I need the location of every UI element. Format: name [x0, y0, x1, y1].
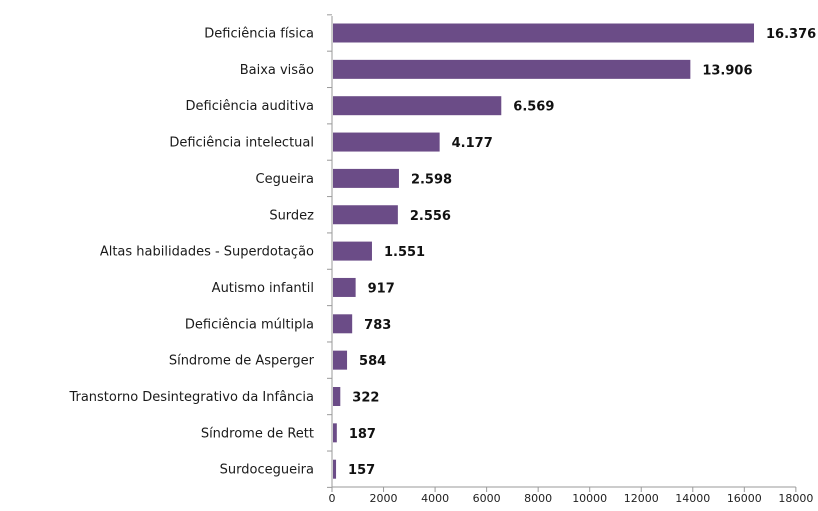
x-tick-label: 0 [329, 492, 336, 505]
data-label: 4.177 [452, 136, 493, 151]
data-label: 157 [348, 463, 375, 478]
data-label: 917 [368, 281, 395, 296]
category-label: Síndrome de Rett [201, 426, 314, 441]
data-label: 584 [359, 354, 386, 369]
x-tick-label: 14000 [675, 492, 710, 505]
x-tick-label: 10000 [572, 492, 607, 505]
category-label: Altas habilidades - Superdotação [100, 245, 314, 260]
bar [333, 387, 341, 406]
category-label: Surdez [269, 208, 314, 223]
data-label: 2.598 [411, 172, 452, 187]
bar [333, 423, 337, 443]
data-label: 783 [364, 318, 391, 333]
data-label: 13.906 [702, 63, 752, 78]
x-tick-label: 2000 [370, 492, 398, 505]
x-tick-label: 12000 [624, 492, 659, 505]
data-label: 6.569 [513, 100, 554, 115]
category-label: Síndrome de Asperger [169, 354, 315, 369]
bar [333, 59, 691, 79]
category-label: Cegueira [256, 172, 315, 187]
category-label: Deficiência intelectual [169, 136, 314, 151]
x-tick-label: 16000 [727, 492, 762, 505]
x-tick-label: 18000 [778, 492, 813, 505]
category-label: Surdocegueira [220, 463, 314, 478]
category-label: Transtorno Desintegrativo da Infância [68, 390, 314, 405]
data-label: 322 [352, 391, 379, 406]
category-label: Deficiência auditiva [186, 99, 315, 114]
data-label: 2.556 [410, 209, 451, 224]
bar [333, 241, 372, 261]
bar [333, 350, 348, 370]
x-tick-label: 4000 [421, 492, 449, 505]
bar [333, 314, 353, 334]
category-label: Deficiência múltipla [185, 317, 314, 332]
category-label: Baixa visão [240, 63, 314, 78]
bar [333, 205, 398, 225]
bar [333, 132, 440, 152]
bar [333, 168, 399, 188]
x-tick-label: 8000 [524, 492, 552, 505]
bar [333, 277, 356, 297]
x-tick-label: 6000 [473, 492, 501, 505]
category-label: Autismo infantil [212, 281, 314, 296]
data-label: 187 [349, 427, 376, 442]
bar [333, 459, 337, 479]
bar [333, 96, 502, 116]
bar [333, 23, 755, 43]
data-label: 1.551 [384, 245, 425, 260]
data-label: 16.376 [766, 27, 816, 42]
category-label: Deficiência física [204, 27, 314, 42]
